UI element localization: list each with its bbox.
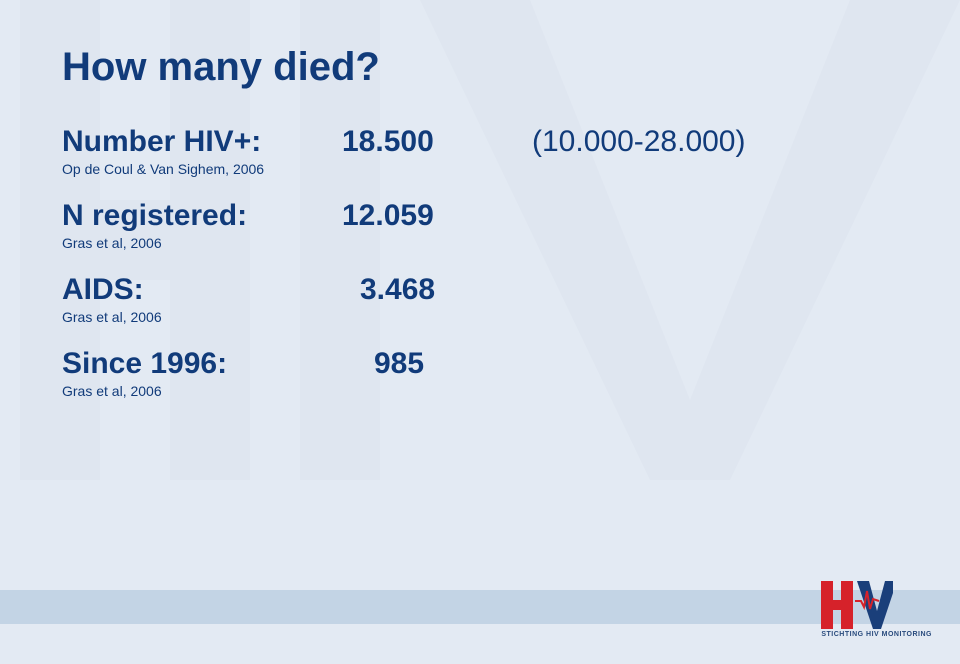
stat-value: 985: [342, 347, 532, 381]
stat-label: AIDS:: [62, 273, 342, 307]
stat-label: Since 1996:: [62, 347, 342, 381]
stat-source: Op de Coul & Van Sighem, 2006: [62, 161, 900, 177]
hiv-monitoring-logo-icon: [821, 581, 893, 629]
stat-source: Gras et al, 2006: [62, 309, 900, 325]
stat-value: 18.500: [342, 125, 532, 159]
stat-label: N registered:: [62, 199, 342, 233]
stat-row: N registered: 12.059 Gras et al, 2006: [62, 199, 900, 251]
stat-source: Gras et al, 2006: [62, 383, 900, 399]
logo: STICHTING HIV MONITORING: [821, 581, 932, 638]
stat-row: Number HIV+: 18.500 (10.000-28.000) Op d…: [62, 125, 900, 177]
stat-range: (10.000-28.000): [532, 125, 746, 159]
stat-source: Gras et al, 2006: [62, 235, 900, 251]
stat-value: 12.059: [342, 199, 532, 233]
stat-row: Since 1996: 985 Gras et al, 2006: [62, 347, 900, 399]
stat-row: AIDS: 3.468 Gras et al, 2006: [62, 273, 900, 325]
logo-caption: STICHTING HIV MONITORING: [821, 631, 932, 638]
stat-label: Number HIV+:: [62, 125, 342, 159]
footer-band: [0, 590, 960, 624]
stat-value: 3.468: [342, 273, 532, 307]
page-title: How many died?: [62, 45, 900, 90]
